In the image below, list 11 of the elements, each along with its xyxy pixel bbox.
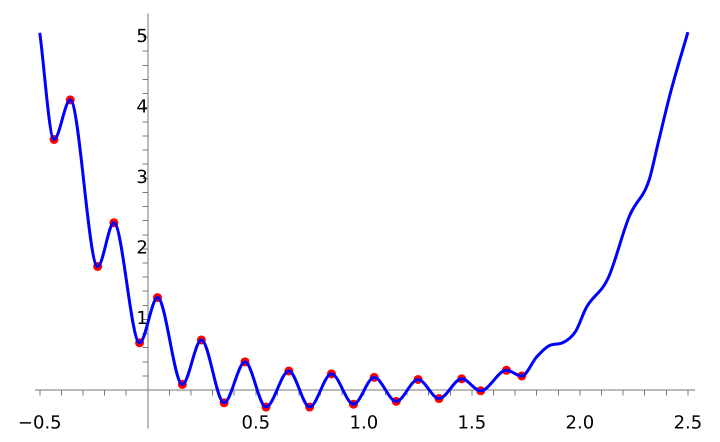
- x-tick-label: 2.5: [674, 412, 702, 434]
- x-tick-label: 1.0: [350, 412, 378, 434]
- x-tick-label: 1.5: [458, 412, 486, 434]
- x-tick-label: 2.0: [566, 412, 594, 434]
- y-tick-label: 4: [136, 96, 148, 118]
- x-tick-label: 0.5: [242, 412, 270, 434]
- y-tick-label: 5: [136, 26, 148, 47]
- y-tick-label: 3: [136, 166, 148, 188]
- y-tick-label: 2: [136, 238, 148, 259]
- y-tick-label: 1: [136, 308, 148, 330]
- x-tick-label: −0.5: [18, 412, 62, 434]
